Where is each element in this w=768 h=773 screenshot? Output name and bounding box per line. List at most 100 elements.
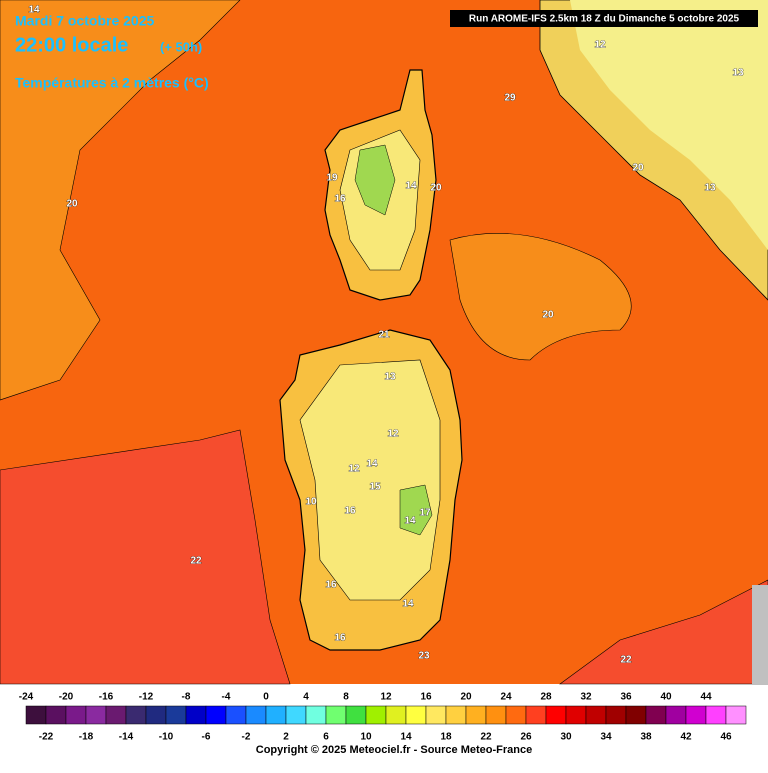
contour-label: 16: [334, 633, 346, 644]
color-swatch: [245, 705, 267, 725]
color-swatch: [525, 705, 547, 725]
color-swatch: [605, 705, 627, 725]
contour-label: 22: [620, 655, 632, 666]
color-swatch: [505, 705, 527, 725]
level-label: 0: [263, 692, 269, 703]
level-label: 2: [283, 732, 289, 743]
color-swatch: [385, 705, 407, 725]
level-label: -22: [39, 732, 54, 743]
level-label: -12: [139, 692, 154, 703]
color-swatch: [405, 705, 427, 725]
warmer-zone: [559, 579, 768, 685]
color-swatch: [65, 705, 87, 725]
contour-label: 16: [334, 194, 346, 205]
copyright: Copyright © 2025 Meteociel.fr - Source M…: [256, 744, 532, 756]
color-swatch: [105, 705, 127, 725]
contour-label: 12: [348, 464, 360, 475]
contour-label: 14: [404, 516, 416, 527]
level-label: -2: [242, 732, 251, 743]
level-label: 30: [560, 732, 572, 743]
color-swatch: [465, 705, 487, 725]
level-label: 40: [660, 692, 672, 703]
level-label: 42: [680, 732, 692, 743]
contour-label: 17: [419, 508, 431, 519]
warmer-zone: [0, 429, 291, 685]
color-swatch: [285, 705, 307, 725]
color-swatch: [125, 705, 147, 725]
color-swatch: [345, 705, 367, 725]
run-box: [450, 10, 758, 27]
level-label: 14: [400, 732, 412, 743]
level-label: 4: [303, 692, 309, 703]
level-label: 22: [480, 732, 492, 743]
color-swatch: [705, 705, 727, 725]
level-label: 10: [360, 732, 372, 743]
contour-label: 14: [405, 181, 417, 192]
contour-label: 13: [384, 372, 396, 383]
contour-label: 15: [369, 482, 381, 493]
contour-label: 20: [632, 163, 644, 174]
level-label: -4: [222, 692, 231, 703]
level-label: 20: [460, 692, 472, 703]
color-swatch: [25, 705, 47, 725]
color-swatch: [85, 705, 107, 725]
sardinia-mountains: [399, 484, 433, 536]
level-label: -6: [202, 732, 211, 743]
color-swatch: [305, 705, 327, 725]
color-swatch: [445, 705, 467, 725]
contour-label: 20: [542, 310, 554, 321]
contour-label: 20: [430, 183, 442, 194]
time: 22:00 locale: [15, 34, 128, 56]
color-swatch: [645, 705, 667, 725]
color-swatch: [665, 705, 687, 725]
contour-label: 16: [344, 506, 356, 517]
cooler-zone: [449, 233, 632, 361]
level-label: 28: [540, 692, 552, 703]
level-label: 38: [640, 732, 652, 743]
level-label: 12: [380, 692, 392, 703]
level-label: -18: [79, 732, 94, 743]
contour-label: 14: [402, 599, 414, 610]
level-label: -24: [19, 692, 34, 703]
level-label: 36: [620, 692, 632, 703]
contour-label: 12: [387, 429, 399, 440]
level-label: -8: [182, 692, 191, 703]
no-data: [752, 585, 768, 684]
color-swatch: [625, 705, 647, 725]
contour-label: 10: [305, 497, 317, 508]
color-swatch: [585, 705, 607, 725]
color-scale: -24-22-20-18-16-14-12-10-8-6-4-202468101…: [19, 692, 747, 743]
level-label: 34: [600, 732, 612, 743]
contour-label: 20: [66, 199, 78, 210]
contour-label: 14: [366, 459, 378, 470]
color-swatch: [545, 705, 567, 725]
level-label: -14: [119, 732, 134, 743]
date: Mardi 7 octobre 2025: [15, 13, 154, 29]
level-label: 18: [440, 732, 452, 743]
color-swatch: [145, 705, 167, 725]
corsica-mountains: [354, 144, 396, 216]
color-swatch: [225, 705, 247, 725]
run-info: Run AROME-IFS 2.5km 18 Z du Dimanche 5 o…: [469, 14, 740, 25]
color-swatch: [45, 705, 67, 725]
level-label: 6: [323, 732, 329, 743]
sardinia-inland: [299, 359, 441, 601]
parameter: Températures à 2 mètres (°C): [15, 75, 209, 91]
level-label: -10: [159, 732, 174, 743]
lead: (+ 50h): [160, 39, 202, 54]
color-swatch: [265, 705, 287, 725]
level-label: 32: [580, 692, 592, 703]
color-swatch: [565, 705, 587, 725]
color-swatch: [365, 705, 387, 725]
contour-label: 13: [704, 183, 716, 194]
contour-label: 21: [378, 330, 390, 341]
color-swatch: [165, 705, 187, 725]
color-swatch: [485, 705, 507, 725]
level-label: 44: [700, 692, 712, 703]
color-swatch: [325, 705, 347, 725]
color-swatch: [725, 705, 747, 725]
level-label: -16: [99, 692, 114, 703]
italy-inland: [570, 0, 768, 250]
contour-label: 14: [28, 5, 40, 16]
